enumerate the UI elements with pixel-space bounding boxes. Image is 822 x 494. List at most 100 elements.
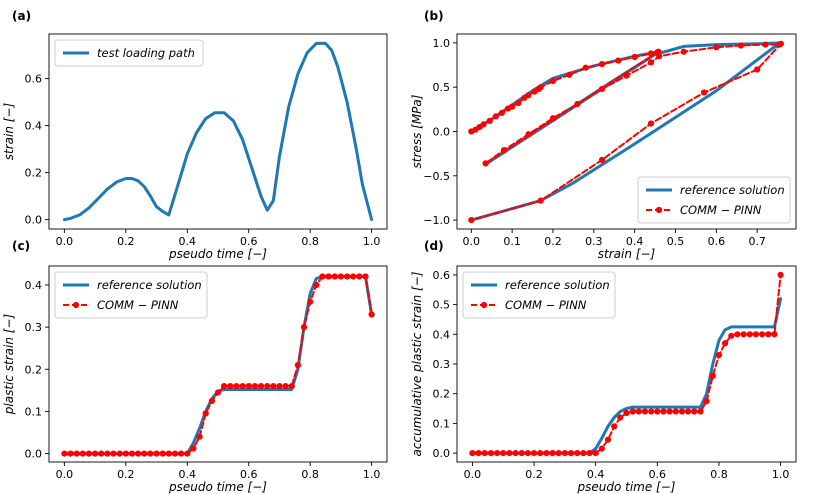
y-tick-label: 0.2: [25, 167, 43, 180]
data-point: [233, 383, 240, 390]
data-point: [276, 383, 283, 390]
y-tick-label: 0.4: [25, 279, 43, 292]
data-point: [697, 408, 704, 415]
data-point: [184, 450, 191, 457]
x-tick-label: 0.7: [748, 235, 766, 248]
x-tick-label: 0.4: [587, 468, 605, 481]
data-point: [615, 57, 622, 64]
legend: test loading path: [54, 39, 204, 67]
y-tick-label: 0.2: [25, 363, 43, 376]
x-tick-label: 0.0: [463, 235, 481, 248]
legend-entry: COMM − PINN: [505, 298, 587, 312]
data-point: [647, 59, 655, 66]
data-point: [604, 436, 612, 443]
series-line: [62, 41, 374, 222]
data-point: [251, 383, 258, 390]
data-point: [746, 331, 753, 338]
y-tick-label: 0.4: [25, 120, 43, 133]
data-point: [574, 450, 581, 457]
y-tick-label: 0.3: [433, 358, 451, 371]
data-point: [549, 450, 556, 457]
data-point: [202, 410, 209, 417]
data-point: [530, 450, 538, 457]
series-line: [470, 297, 783, 455]
data-point: [555, 450, 562, 457]
data-point: [356, 273, 363, 280]
data-point: [647, 120, 655, 127]
y-tick-label: 0.0: [25, 448, 43, 461]
data-point: [525, 131, 532, 138]
data-point: [480, 121, 487, 128]
data-point: [469, 450, 476, 457]
series-line: [62, 275, 374, 456]
y-tick-label: −0.5: [423, 170, 450, 183]
data-point: [508, 103, 516, 110]
x-tick-label: 0.4: [179, 468, 197, 481]
legend-entry: COMM − PINN: [97, 298, 179, 312]
data-point: [762, 41, 769, 48]
y-axis-label: plastic strain [−]: [2, 313, 16, 415]
data-point: [245, 383, 252, 390]
data-point: [629, 408, 636, 415]
data-point: [549, 115, 557, 122]
data-point: [165, 450, 172, 457]
data-point: [337, 273, 344, 280]
data-point: [221, 383, 228, 390]
data-point: [549, 77, 557, 85]
data-point: [566, 71, 573, 78]
x-axis-label: pseudo time [−]: [168, 247, 267, 261]
chart-panel: (b) 0.0 0.1 0.2 0.3 0.4 0.5 0.6 0.7 −1.0 −0.5 0.0 0.…: [410, 9, 797, 261]
y-tick-label: 0.5: [433, 81, 451, 94]
data-point: [701, 89, 708, 96]
data-point: [178, 450, 185, 457]
data-point: [525, 92, 532, 99]
data-point: [524, 450, 532, 457]
x-tick-label: 1.0: [772, 468, 790, 481]
data-point: [227, 383, 234, 390]
data-point: [598, 156, 606, 163]
legend-entry: reference solution: [680, 183, 785, 197]
data-point: [500, 450, 507, 457]
x-tick-label: 0.4: [179, 235, 197, 248]
data-point: [691, 408, 698, 415]
x-tick-label: 0.2: [544, 235, 562, 248]
data-point: [331, 273, 338, 280]
data-point: [85, 450, 92, 457]
data-point: [680, 48, 687, 55]
data-point: [498, 109, 505, 116]
data-point: [574, 100, 581, 108]
legend-frame: [54, 39, 204, 67]
y-tick-label: 0.0: [25, 214, 43, 227]
data-point: [264, 383, 271, 390]
x-tick-label: 0.3: [585, 235, 603, 248]
data-point: [239, 383, 246, 390]
x-tick-label: 0.0: [56, 468, 74, 481]
data-point: [777, 40, 785, 47]
y-tick-label: 0.5: [433, 299, 451, 312]
data-point: [543, 450, 550, 457]
data-point: [580, 450, 587, 457]
data-point: [98, 450, 105, 457]
data-point: [713, 44, 720, 51]
data-point: [481, 450, 488, 457]
data-point: [656, 53, 663, 60]
legend-marker: [480, 301, 488, 309]
data-point: [709, 372, 716, 379]
data-point: [641, 408, 649, 415]
data-point: [270, 383, 277, 390]
data-point: [362, 273, 369, 280]
data-point: [61, 450, 68, 457]
x-tick-label: 0.8: [301, 468, 319, 481]
data-point: [660, 408, 667, 415]
legend-entry: reference solution: [97, 278, 202, 292]
data-point: [592, 450, 599, 457]
data-point: [325, 273, 332, 280]
data-point: [512, 450, 519, 457]
y-tick-label: 0.0: [433, 447, 451, 460]
y-tick-label: −1.0: [423, 214, 450, 227]
x-tick-label: 0.4: [626, 235, 644, 248]
legend-entry: reference solution: [505, 278, 610, 292]
x-tick-label: 0.2: [117, 235, 135, 248]
data-point: [777, 271, 784, 278]
y-tick-label: 0.4: [433, 328, 451, 341]
